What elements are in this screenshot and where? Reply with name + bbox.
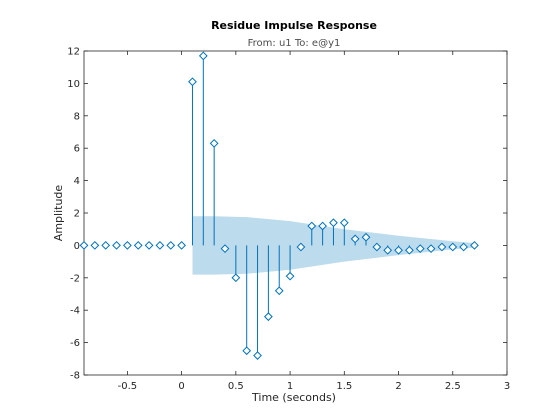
stem-marker — [155, 241, 165, 250]
y-tick-label: 8 — [74, 111, 80, 122]
y-tick-label: 0 — [74, 241, 80, 252]
y-tick-label: -8 — [70, 371, 80, 382]
stem-marker — [415, 244, 425, 254]
x-tick-label: 1.5 — [336, 381, 352, 392]
x-tick-label: -0.5 — [118, 381, 138, 392]
stem-marker — [144, 241, 154, 250]
stem-marker — [198, 51, 208, 61]
stem-marker — [470, 241, 479, 250]
x-axis-label: Time (seconds) — [251, 391, 336, 404]
stem-marker — [188, 77, 197, 87]
stem-marker — [242, 346, 252, 356]
y-tick-label: 10 — [67, 79, 80, 90]
stem-marker — [133, 241, 143, 250]
x-tick-label: 0 — [178, 381, 184, 392]
stem-marker — [209, 138, 219, 148]
stem-marker — [318, 221, 328, 231]
stem-marker — [307, 221, 317, 231]
y-tick-label: 6 — [74, 144, 80, 155]
x-tick-label: 2.5 — [445, 381, 461, 392]
stem-marker — [394, 245, 403, 255]
x-tick-label: 2 — [395, 381, 401, 392]
stem-marker — [79, 241, 89, 250]
x-tick-label: 1 — [287, 381, 293, 392]
stem-marker — [285, 271, 295, 281]
x-tick-label: 0.5 — [228, 381, 244, 392]
stem-marker — [90, 241, 100, 250]
stem-marker — [350, 234, 360, 244]
stem-marker — [448, 242, 458, 252]
stem-marker — [253, 351, 262, 360]
tick-labels: -0.5 0 0.5 1 1.5 2 2.5 3 -8 -6 -4 -2 0 2 4 6 8 10 12 — [67, 47, 510, 393]
chart-subtitle: From: u1 To: e@y1 — [248, 38, 341, 49]
stem-marker — [329, 218, 338, 228]
stem-marker — [166, 241, 176, 250]
stem-marker — [122, 241, 132, 250]
stem-marker — [383, 245, 393, 255]
x-tick-label: 3 — [504, 381, 510, 392]
stem-marker — [274, 286, 284, 296]
stem-marker — [296, 242, 306, 252]
stem-marker — [263, 312, 273, 322]
stem-marker — [220, 244, 230, 254]
y-tick-label: -2 — [70, 273, 80, 284]
markers-layer — [79, 51, 479, 360]
stem-marker — [437, 242, 447, 252]
y-tick-label: -4 — [70, 306, 80, 317]
stem-marker — [101, 241, 111, 250]
stem-marker — [459, 242, 469, 252]
stem-marker — [361, 232, 371, 242]
stem-marker — [339, 218, 349, 228]
y-tick-label: 4 — [74, 176, 80, 187]
stem-marker — [426, 244, 436, 254]
y-tick-label: 2 — [74, 209, 80, 220]
stem-marker — [112, 241, 121, 250]
stem-marker — [231, 273, 241, 283]
chart-title: Residue Impulse Response — [211, 19, 377, 32]
stem-marker — [177, 241, 187, 250]
axes — [83, 50, 508, 376]
y-tick-label: 12 — [67, 47, 80, 58]
stem-marker — [372, 242, 382, 252]
y-axis-label: Amplitude — [52, 185, 65, 242]
stem-marker — [404, 245, 414, 255]
y-tick-label: -6 — [70, 338, 80, 349]
